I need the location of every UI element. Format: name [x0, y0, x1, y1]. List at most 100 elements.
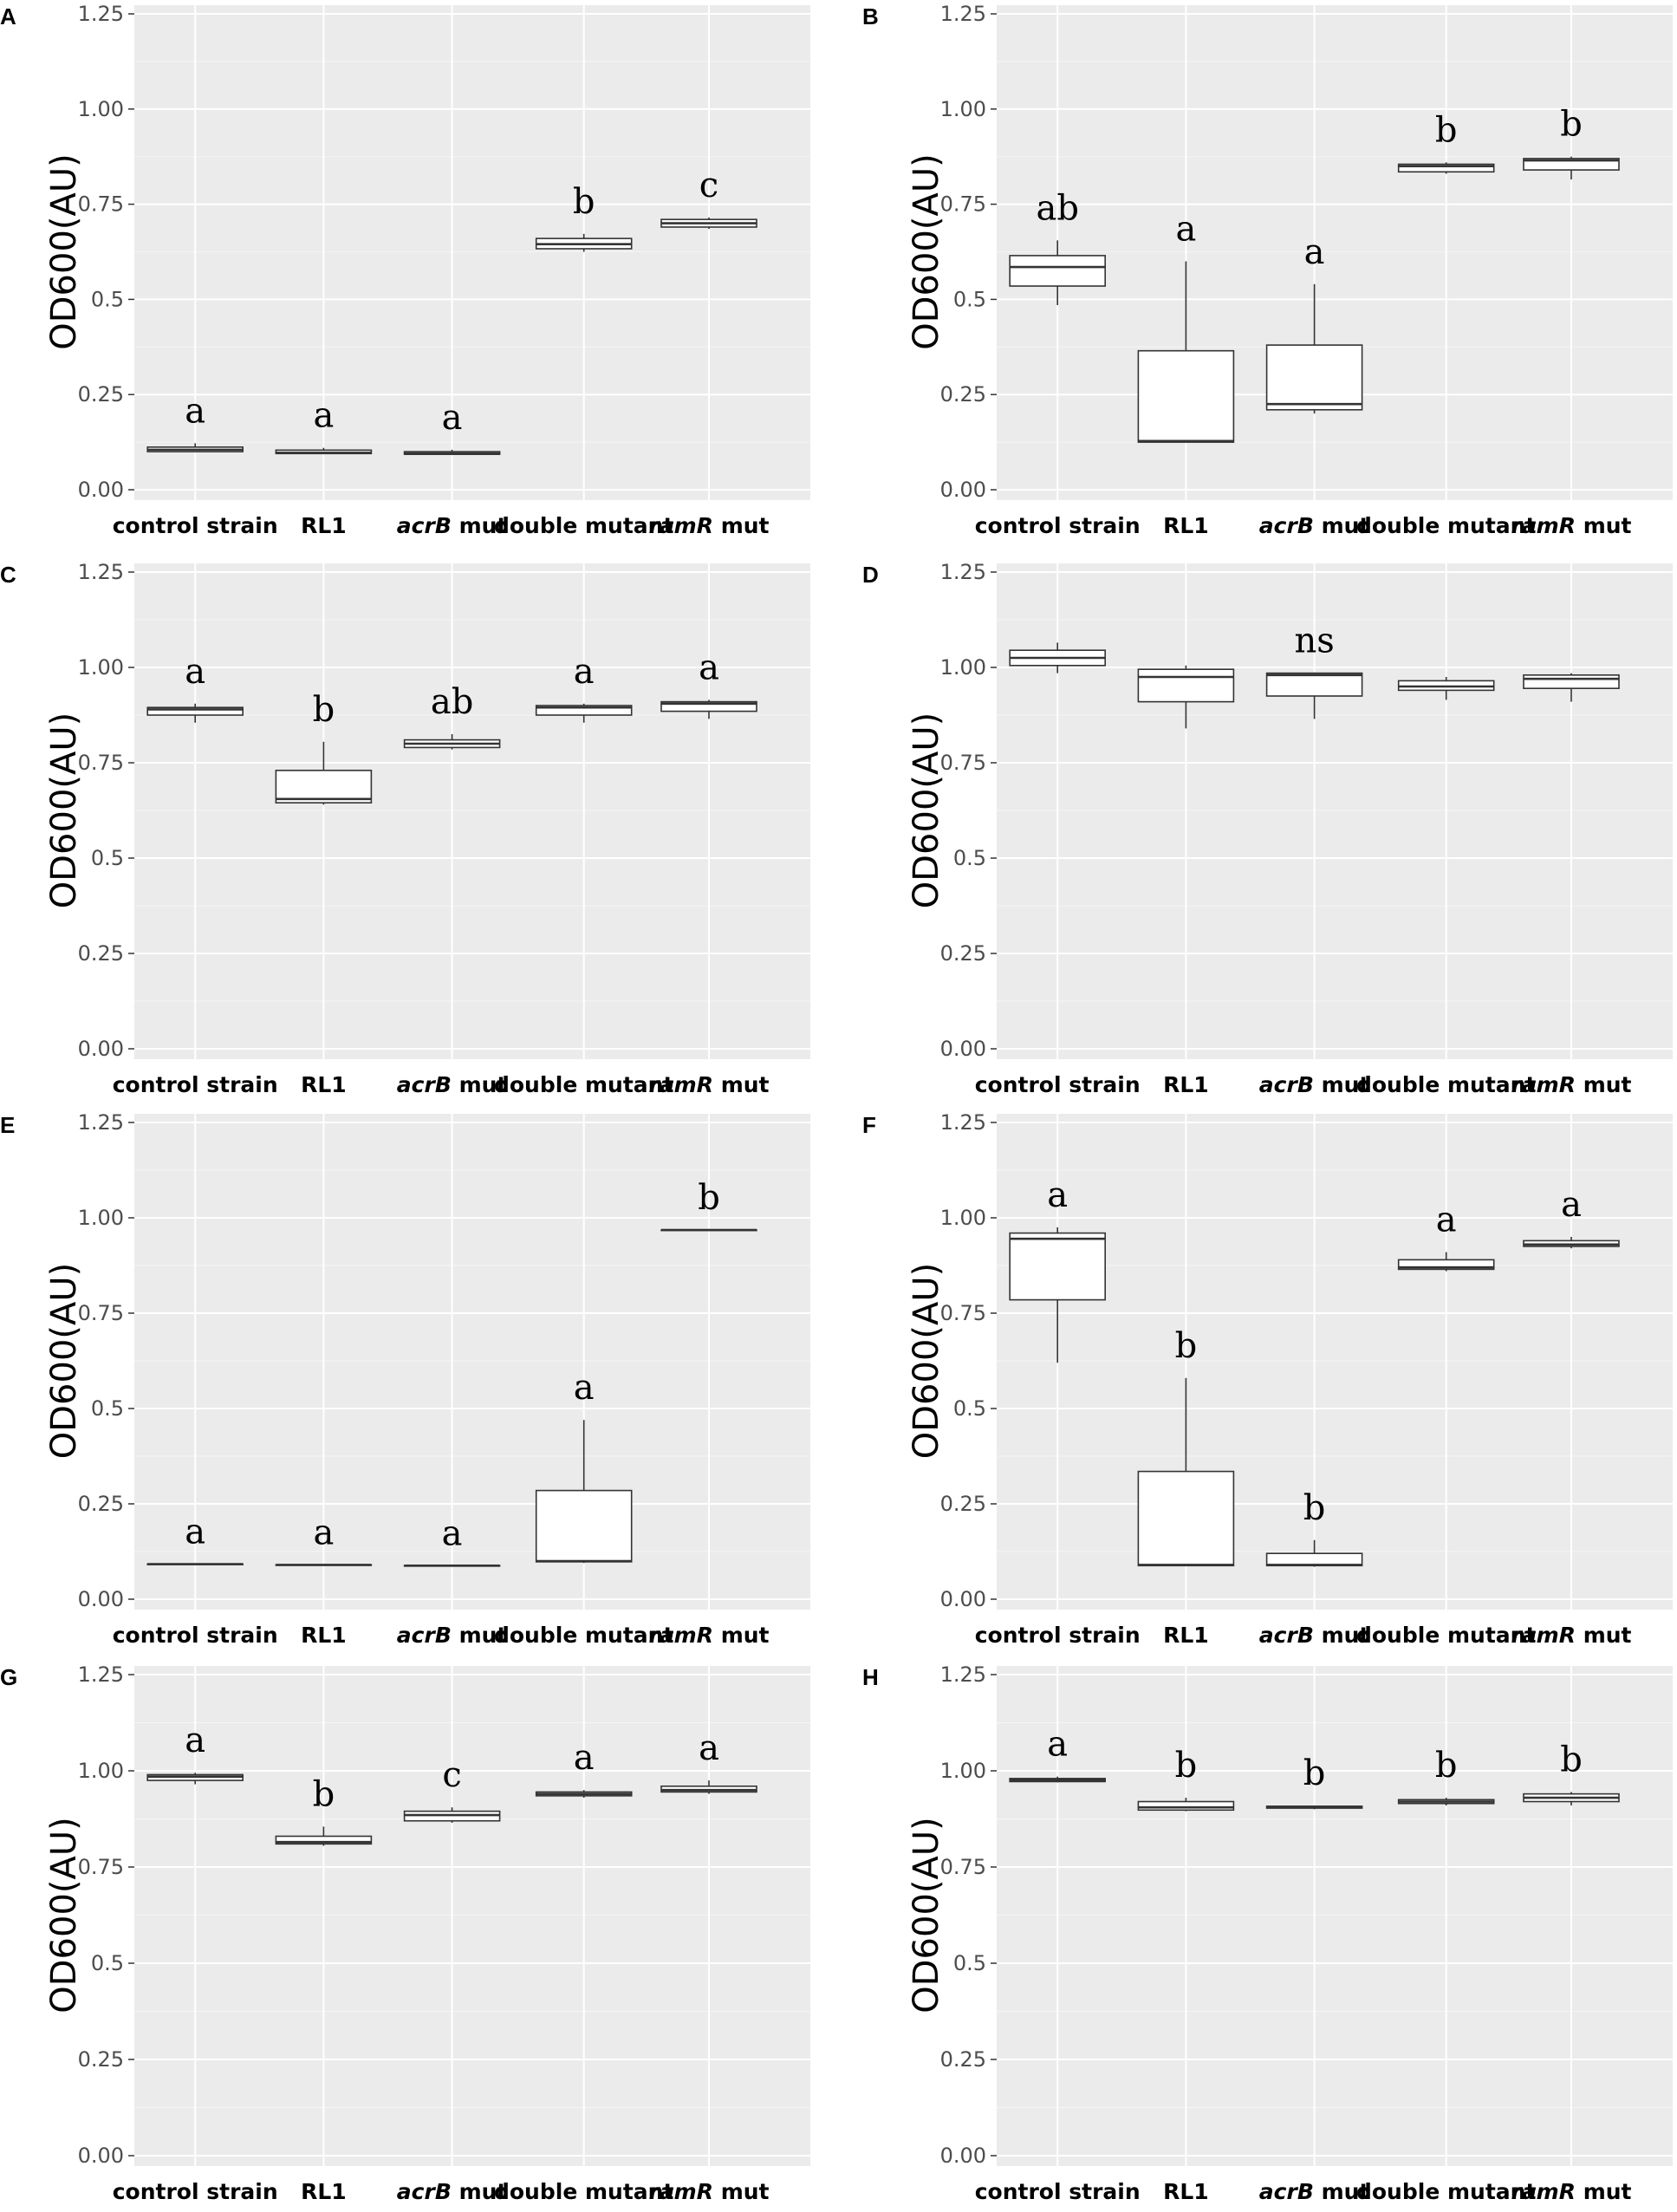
- x-category-label: acrB mut: [397, 1623, 508, 1648]
- significance-label: b: [313, 1774, 335, 1814]
- significance-label: a: [574, 652, 595, 692]
- box-4: [535, 1420, 633, 1564]
- x-category-label: control strain: [113, 513, 278, 538]
- significance-label: a: [1436, 1200, 1457, 1240]
- y-tick-label: 0.75: [78, 1301, 124, 1325]
- y-tick-label: 0.5: [953, 287, 986, 311]
- y-tick-label: 0.5: [91, 1396, 124, 1421]
- box-5: [1523, 673, 1620, 702]
- significance-label: b: [1435, 1746, 1458, 1786]
- significance-label: a: [1175, 209, 1196, 249]
- gene-name: acrB: [1259, 513, 1314, 538]
- significance-label: c: [442, 1755, 461, 1795]
- box-5: [1523, 1792, 1620, 1805]
- significance-label: a: [185, 1721, 205, 1760]
- box-5: [660, 1228, 757, 1232]
- y-axis-label: OD600(AU): [907, 1817, 946, 2013]
- gene-name: ramR: [648, 1072, 713, 1097]
- significance-label: a: [574, 1738, 595, 1778]
- x-category-label: double mutant: [494, 2179, 673, 2204]
- gene-name: ramR: [648, 513, 713, 538]
- panel-D: D 0.00 0.25 0.5 0.75 1.00 1.25 OD600(AU) ns contr…: [862, 560, 1673, 1097]
- box-2: [1137, 1798, 1235, 1812]
- box-2: [275, 447, 373, 455]
- y-tick-label: 1.00: [78, 1206, 124, 1230]
- y-tick-label: 1.25: [940, 1110, 986, 1135]
- x-category-label: RL1: [1163, 1072, 1209, 1097]
- y-tick-label: 0.00: [940, 2144, 986, 2168]
- y-axis-label: OD600(AU): [907, 153, 946, 349]
- x-category-label: RL1: [1163, 1623, 1209, 1648]
- panel-letter: H: [862, 1664, 879, 1690]
- plot-background: [134, 1666, 810, 2166]
- box-5: [660, 699, 757, 719]
- panel-letter: C: [0, 562, 16, 588]
- y-tick-label: 0.00: [940, 1587, 986, 1611]
- y-tick-label: 1.25: [78, 2, 124, 26]
- gene-name: ramR: [1511, 1072, 1576, 1097]
- box-5: [1523, 156, 1620, 180]
- y-tick-label: 0.5: [91, 287, 124, 311]
- box-1: [1009, 240, 1106, 305]
- y-tick-label: 0.5: [953, 846, 986, 870]
- y-axis-label: OD600(AU): [44, 153, 84, 349]
- significance-label: a: [1304, 232, 1325, 272]
- gene-suffix: mut: [1576, 1623, 1632, 1648]
- box-4: [1397, 162, 1495, 174]
- y-tick-label: 1.00: [940, 655, 986, 680]
- significance-label: a: [574, 1368, 595, 1408]
- box-5: [660, 217, 757, 230]
- panel-letter: D: [862, 562, 879, 588]
- box-body: [1009, 1232, 1106, 1301]
- gene-name: ramR: [648, 1623, 713, 1648]
- y-tick-label: 0.25: [78, 2047, 124, 2072]
- significance-label: a: [313, 1513, 334, 1552]
- plot-background: [134, 5, 810, 500]
- gene-name: acrB: [397, 1623, 452, 1648]
- significance-label: a: [1047, 1175, 1068, 1215]
- y-tick-label: 1.00: [78, 97, 124, 121]
- box-5: [660, 1780, 757, 1794]
- gene-suffix: mut: [1576, 2179, 1632, 2204]
- x-category-label: RL1: [1163, 2179, 1209, 2204]
- y-tick-label: 0.25: [940, 2047, 986, 2072]
- gene-name: ramR: [648, 2179, 713, 2204]
- gene-suffix: mut: [452, 513, 508, 538]
- box-2: [1137, 261, 1235, 443]
- x-category-label: control strain: [113, 2179, 278, 2204]
- significance-label: b: [573, 182, 595, 222]
- y-tick-label: 0.5: [953, 1951, 986, 1975]
- significance-label: b: [1560, 105, 1583, 145]
- box-5: [1523, 1237, 1620, 1249]
- y-tick-label: 0.75: [940, 751, 986, 775]
- y-tick-label: 0.00: [78, 1037, 124, 1061]
- y-axis-label: OD600(AU): [44, 712, 84, 908]
- gene-name: acrB: [397, 1072, 452, 1097]
- significance-label: a: [442, 398, 463, 438]
- x-category-label: ramR mut: [1511, 1072, 1631, 1097]
- y-tick-label: 0.00: [940, 478, 986, 502]
- x-category-label: double mutant: [1356, 2179, 1536, 2204]
- box-body: [1137, 349, 1235, 443]
- y-tick-label: 0.75: [78, 751, 124, 775]
- x-category-label: acrB mut: [1259, 2179, 1370, 2204]
- box-3: [403, 1564, 501, 1567]
- box-body: [1265, 344, 1363, 411]
- y-tick-label: 0.25: [940, 941, 986, 966]
- x-category-label: double mutant: [494, 1072, 673, 1097]
- significance-label: ab: [1036, 188, 1078, 228]
- y-tick-label: 0.25: [78, 382, 124, 407]
- x-category-label: acrB mut: [397, 513, 508, 538]
- box-body: [146, 706, 244, 716]
- box-1: [146, 1773, 244, 1785]
- y-axis-label: OD600(AU): [44, 1263, 84, 1459]
- gene-suffix: mut: [713, 1072, 770, 1097]
- x-category-label: acrB mut: [1259, 513, 1370, 538]
- significance-label: b: [313, 690, 335, 730]
- y-tick-label: 0.75: [940, 1855, 986, 1879]
- box-body: [1137, 668, 1235, 703]
- plot-background: [997, 1666, 1673, 2166]
- box-2: [1137, 665, 1235, 729]
- panel-letter: F: [862, 1112, 876, 1138]
